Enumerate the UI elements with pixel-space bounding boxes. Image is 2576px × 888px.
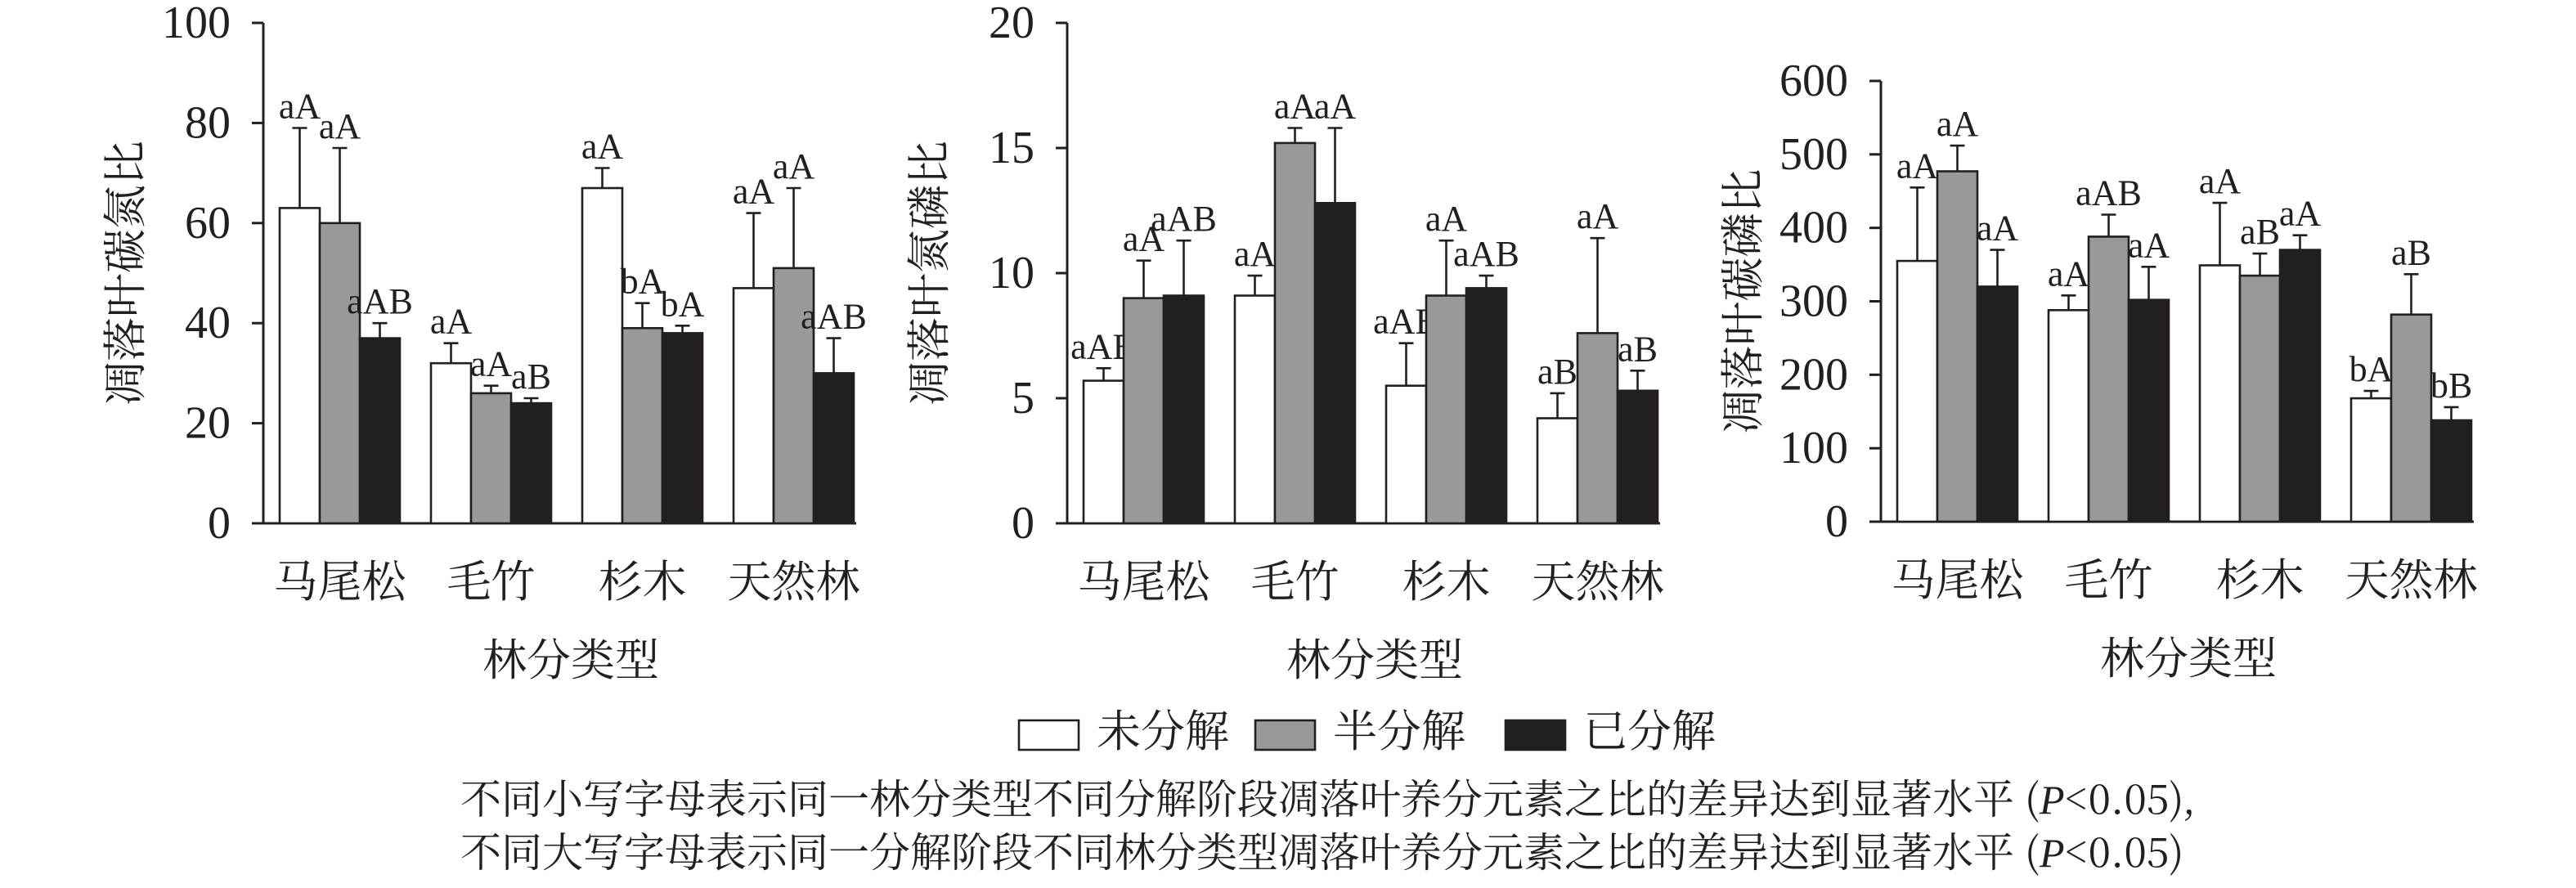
svg-text:100: 100: [1779, 423, 1848, 473]
svg-text:aAB: aAB: [347, 281, 413, 321]
svg-text:aA: aA: [1936, 104, 1979, 144]
svg-text:bA: bA: [621, 262, 665, 302]
svg-text:600: 600: [1779, 56, 1848, 106]
svg-text:200: 200: [1779, 349, 1848, 400]
svg-text:aA: aA: [319, 106, 361, 146]
svg-text:林分类型: 林分类型: [482, 626, 659, 688]
svg-text:5: 5: [1012, 373, 1034, 424]
svg-text:aAB: aAB: [1151, 199, 1217, 239]
svg-text:林分类型: 林分类型: [2100, 624, 2277, 687]
svg-text:bA: bA: [2349, 349, 2394, 389]
svg-text:aAB: aAB: [2076, 173, 2142, 213]
svg-text:天然林: 天然林: [2345, 545, 2478, 608]
svg-text:500: 500: [1779, 129, 1848, 180]
svg-text:bA: bA: [661, 284, 705, 324]
svg-text:aB: aB: [1537, 352, 1577, 392]
svg-text:400: 400: [1779, 203, 1848, 253]
svg-text:毛竹: 毛竹: [447, 547, 536, 610]
svg-text:aA: aA: [2199, 161, 2242, 201]
svg-text:不同大写字母表示同一分解阶段不同林分类型凋落叶养分元素之比的: 不同大写字母表示同一分解阶段不同林分类型凋落叶养分元素之比的差异达到显著水平 (…: [460, 820, 2184, 879]
svg-text:aAB: aAB: [1453, 234, 1519, 274]
svg-text:杉木: 杉木: [1402, 547, 1491, 610]
svg-text:100: 100: [162, 0, 231, 48]
svg-text:aA: aA: [1977, 209, 2019, 249]
svg-text:10: 10: [989, 248, 1034, 298]
svg-text:凋落叶碳氮比: 凋落叶碳氮比: [91, 141, 154, 406]
svg-text:杉木: 杉木: [2216, 545, 2304, 608]
svg-text:0: 0: [1825, 496, 1848, 547]
svg-text:20: 20: [989, 0, 1034, 48]
svg-text:80: 80: [185, 97, 231, 148]
svg-text:40: 40: [185, 298, 231, 348]
svg-text:aA: aA: [733, 172, 775, 212]
svg-text:马尾松: 马尾松: [1892, 545, 2025, 608]
svg-text:aB: aB: [1618, 329, 1658, 369]
svg-text:aA: aA: [2048, 253, 2090, 294]
svg-text:aA: aA: [1896, 146, 1939, 186]
svg-text:毛竹: 毛竹: [2065, 545, 2153, 608]
svg-text:马尾松: 马尾松: [1078, 547, 1211, 610]
svg-text:aA: aA: [279, 87, 321, 127]
svg-text:杉木: 杉木: [599, 547, 687, 610]
svg-text:毛竹: 毛竹: [1251, 547, 1340, 610]
svg-text:凋落叶碳磷比: 凋落叶碳磷比: [1708, 169, 1771, 434]
svg-text:aAB: aAB: [801, 297, 867, 337]
svg-text:aA: aA: [1234, 234, 1277, 274]
svg-text:aA: aA: [1577, 196, 1619, 236]
svg-text:不同小写字母表示同一林分类型不同分解阶段凋落叶养分元素之比的: 不同小写字母表示同一林分类型不同分解阶段凋落叶养分元素之比的差异达到显著水平 (…: [460, 767, 2196, 826]
svg-text:aA: aA: [2279, 194, 2322, 234]
svg-text:aA: aA: [470, 344, 513, 384]
svg-text:aA: aA: [1274, 87, 1317, 127]
svg-text:aA: aA: [773, 146, 815, 186]
svg-text:aB: aB: [2391, 232, 2431, 272]
svg-text:aA: aA: [1314, 87, 1357, 127]
svg-text:aB: aB: [2240, 212, 2280, 252]
svg-text:已分解: 已分解: [1583, 697, 1716, 760]
svg-text:0: 0: [1012, 498, 1034, 549]
svg-text:凋落叶氮磷比: 凋落叶氮磷比: [895, 141, 958, 406]
svg-text:半分解: 半分解: [1333, 697, 1465, 760]
svg-text:林分类型: 林分类型: [1286, 626, 1463, 688]
svg-text:aA: aA: [2128, 225, 2170, 265]
svg-text:20: 20: [185, 398, 231, 449]
svg-text:300: 300: [1779, 276, 1848, 327]
svg-text:15: 15: [989, 123, 1034, 173]
svg-text:天然林: 天然林: [1532, 547, 1664, 610]
svg-text:马尾松: 马尾松: [274, 547, 407, 610]
svg-text:aB: aB: [511, 357, 551, 397]
svg-text:60: 60: [185, 198, 231, 249]
svg-text:aA: aA: [1425, 199, 1468, 239]
svg-text:天然林: 天然林: [728, 547, 860, 610]
svg-text:未分解: 未分解: [1097, 697, 1229, 760]
svg-text:0: 0: [208, 498, 231, 549]
svg-text:bB: bB: [2430, 366, 2472, 406]
svg-text:aA: aA: [581, 127, 624, 167]
svg-text:aA: aA: [430, 302, 473, 342]
